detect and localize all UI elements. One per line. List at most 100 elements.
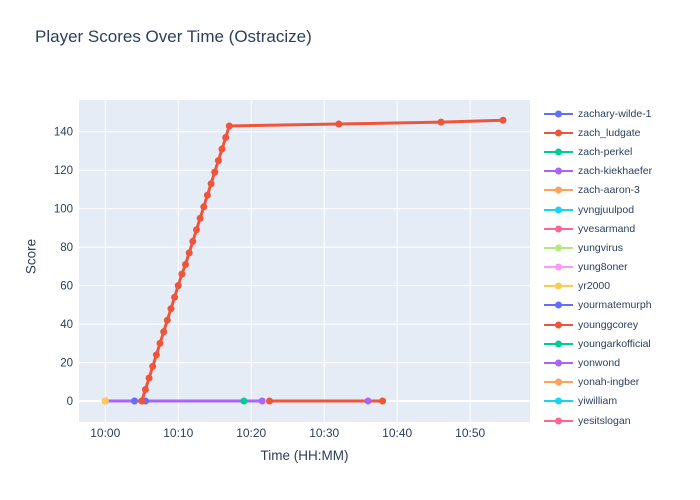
y-tick-label: 40 [60, 319, 73, 331]
legend-line-marker-icon [544, 378, 573, 386]
legend-label: yourmatemurph [578, 299, 652, 312]
series-markers-zach-perkel[interactable] [240, 397, 248, 405]
y-tick-label: 80 [60, 242, 73, 254]
legend-label: zachary-wilde-1 [578, 107, 652, 120]
series-line-zach-ludgate[interactable] [140, 118, 504, 402]
data-point[interactable] [218, 145, 226, 153]
legend-line-marker-icon [544, 225, 573, 233]
legend-label: yvngjuulpod [578, 203, 635, 216]
data-point[interactable] [499, 116, 507, 124]
data-point[interactable] [225, 122, 233, 130]
legend-item-zach-aaron-3[interactable]: zach-aaron-3 [544, 181, 652, 200]
legend-item-yvesarmand[interactable]: yvesarmand [544, 219, 652, 238]
data-point[interactable] [335, 120, 343, 128]
data-point[interactable] [203, 191, 211, 199]
data-point[interactable] [138, 397, 146, 405]
data-point[interactable] [240, 397, 248, 405]
legend-item-yonah-ingber[interactable]: yonah-ingber [544, 373, 652, 392]
x-tick-label: 10:10 [163, 426, 193, 440]
legend-label: yung8oner [578, 261, 628, 274]
data-point[interactable] [163, 316, 171, 324]
data-point[interactable] [196, 214, 204, 222]
data-point[interactable] [152, 351, 160, 359]
y-tick-label: 100 [54, 204, 73, 216]
data-point[interactable] [167, 305, 175, 313]
series-markers-zach-ludgate[interactable] [138, 116, 507, 405]
legend-item-younggcorey[interactable]: younggcorey [544, 315, 652, 334]
legend-item-zachary-wilde-1[interactable]: zachary-wilde-1 [544, 104, 652, 123]
legend-item-yung8oner[interactable]: yung8oner [544, 258, 652, 277]
legend-line-marker-icon [544, 206, 573, 214]
legend-line-marker-icon [544, 167, 573, 175]
data-point[interactable] [266, 397, 273, 405]
data-point[interactable] [141, 386, 149, 393]
y-tick-label: 20 [60, 358, 73, 370]
x-tick-label: 10:00 [90, 426, 120, 440]
data-point[interactable] [101, 397, 109, 405]
plot-background[interactable] [79, 100, 530, 422]
data-point[interactable] [222, 134, 230, 141]
data-point[interactable] [185, 249, 193, 257]
data-point[interactable] [211, 168, 219, 176]
legend-item-yvngjuulpod[interactable]: yvngjuulpod [544, 200, 652, 219]
data-point[interactable] [214, 157, 222, 165]
legend-item-zach-kiekhaefer[interactable]: zach-kiekhaefer [544, 162, 652, 181]
legend-label: yr2000 [578, 280, 611, 293]
x-tick-label: 10:40 [382, 426, 412, 440]
data-point[interactable] [207, 180, 215, 188]
y-tick-label: 120 [54, 165, 73, 177]
legend-line-marker-icon [544, 301, 573, 309]
legend-item-zach-ludgate[interactable]: zach_ludgate [544, 123, 652, 142]
data-point[interactable] [171, 293, 179, 301]
legend-label: yesitslogan [578, 414, 631, 427]
series-markers-yr2000[interactable] [101, 397, 109, 405]
data-point[interactable] [258, 397, 266, 405]
legend-line-marker-icon [544, 359, 573, 367]
data-point[interactable] [200, 203, 208, 211]
series-markers-younggcorey[interactable] [266, 397, 387, 405]
legend-label: younggcorey [578, 318, 639, 331]
data-point[interactable] [182, 261, 189, 268]
legend-label: zach_ludgate [578, 126, 641, 139]
legend-line-marker-icon [544, 340, 573, 348]
data-point[interactable] [193, 226, 200, 234]
legend-item-yr2000[interactable]: yr2000 [544, 277, 652, 296]
data-point[interactable] [149, 362, 157, 370]
legend-label: youngarkofficial [578, 337, 651, 350]
legend-item-yungvirus[interactable]: yungvirus [544, 238, 652, 257]
x-tick-label: 10:30 [309, 426, 339, 440]
series-markers-yonwond[interactable] [364, 397, 372, 405]
y-tick-label: 140 [54, 127, 73, 139]
y-axis-title: Score [23, 238, 39, 275]
data-point[interactable] [379, 397, 387, 405]
legend: zachary-wilde-1 zach_ludgate zach-perkel za… [544, 104, 652, 430]
legend-line-marker-icon [544, 148, 573, 156]
data-point[interactable] [145, 374, 153, 382]
legend-item-yiwilliam[interactable]: yiwilliam [544, 392, 652, 411]
y-tick-label: 0 [67, 396, 73, 408]
legend-line-marker-icon [544, 321, 573, 329]
legend-item-youngarkofficial[interactable]: youngarkofficial [544, 334, 652, 353]
legend-label: yonwond [578, 357, 621, 370]
legend-line-marker-icon [544, 282, 573, 290]
x-tick-label: 10:50 [455, 426, 485, 440]
legend-label: zach-aaron-3 [578, 184, 640, 197]
x-tick-label: 10:20 [236, 426, 266, 440]
data-point[interactable] [156, 339, 164, 347]
data-point[interactable] [131, 397, 138, 405]
legend-item-yonwond[interactable]: yonwond [544, 353, 652, 372]
data-point[interactable] [178, 270, 186, 278]
legend-item-yesitslogan[interactable]: yesitslogan [544, 411, 652, 430]
legend-item-zach-perkel[interactable]: zach-perkel [544, 142, 652, 161]
chart-title: Player Scores Over Time (Ostracize) [35, 27, 312, 46]
data-point[interactable] [160, 328, 168, 336]
legend-line-marker-icon [544, 417, 573, 425]
data-point[interactable] [364, 397, 372, 405]
legend-item-yourmatemurph[interactable]: yourmatemurph [544, 296, 652, 315]
data-point[interactable] [437, 118, 445, 126]
data-point[interactable] [174, 282, 182, 290]
legend-line-marker-icon [544, 244, 573, 252]
data-point[interactable] [189, 237, 197, 245]
